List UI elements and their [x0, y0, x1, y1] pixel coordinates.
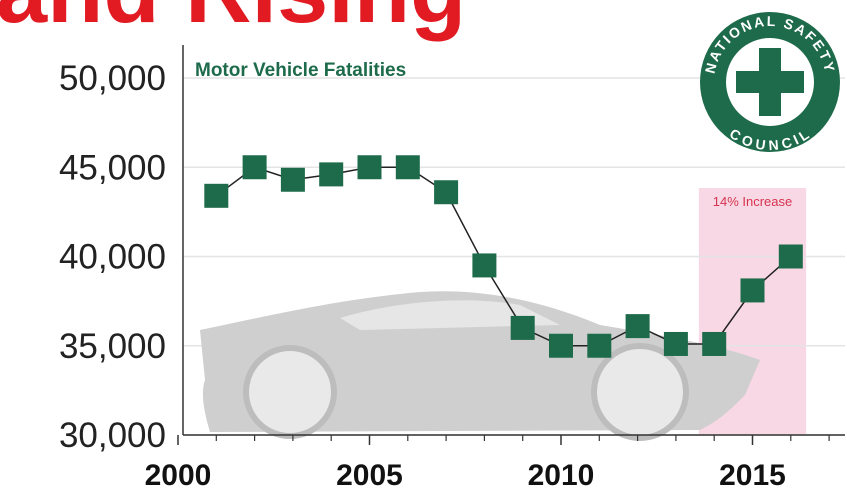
x-tick-label: 2015 [719, 459, 786, 492]
x-tick-label: 2005 [336, 459, 403, 492]
data-point [472, 253, 497, 278]
data-point [625, 314, 650, 339]
car-window [340, 300, 560, 330]
y-tick-label: 50,000 [59, 59, 166, 98]
data-point [395, 155, 420, 180]
plot-layer: 30,000 35,000 40,000 45,000 50,000 2000 2005 20… [59, 45, 845, 492]
data-point [242, 155, 267, 180]
car-illustration [200, 291, 760, 441]
car-wheel [243, 345, 337, 439]
car-wheel [591, 343, 689, 441]
x-tick-label: 2010 [528, 459, 595, 492]
y-tick-label: 35,000 [59, 327, 166, 366]
logo: NATIONAL SAFETY COUNCIL [700, 12, 840, 154]
data-point [280, 167, 305, 192]
x-tick-label: 2000 [145, 459, 212, 492]
logo-cross [736, 48, 804, 116]
y-tick-label: 40,000 [59, 238, 166, 277]
chart-title: and Rising [0, 0, 466, 42]
data-point [740, 278, 765, 303]
series-line [215, 166, 792, 347]
data-point [319, 162, 344, 187]
data-point [663, 331, 688, 356]
data-point [587, 333, 612, 358]
data-point [702, 331, 727, 356]
chart-subtitle: Motor Vehicle Fatalities [195, 60, 406, 81]
data-point [549, 333, 573, 358]
y-tick-label: 30,000 [59, 416, 166, 455]
data-point [204, 183, 229, 208]
data-point [357, 155, 382, 180]
y-tick-label: 45,000 [59, 148, 166, 187]
data-point [778, 244, 803, 269]
data-point [434, 180, 459, 205]
annotation: 14% Increase [712, 194, 793, 209]
data-point [510, 315, 535, 340]
